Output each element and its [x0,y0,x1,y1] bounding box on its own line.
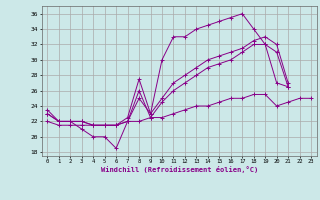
X-axis label: Windchill (Refroidissement éolien,°C): Windchill (Refroidissement éolien,°C) [100,166,258,173]
